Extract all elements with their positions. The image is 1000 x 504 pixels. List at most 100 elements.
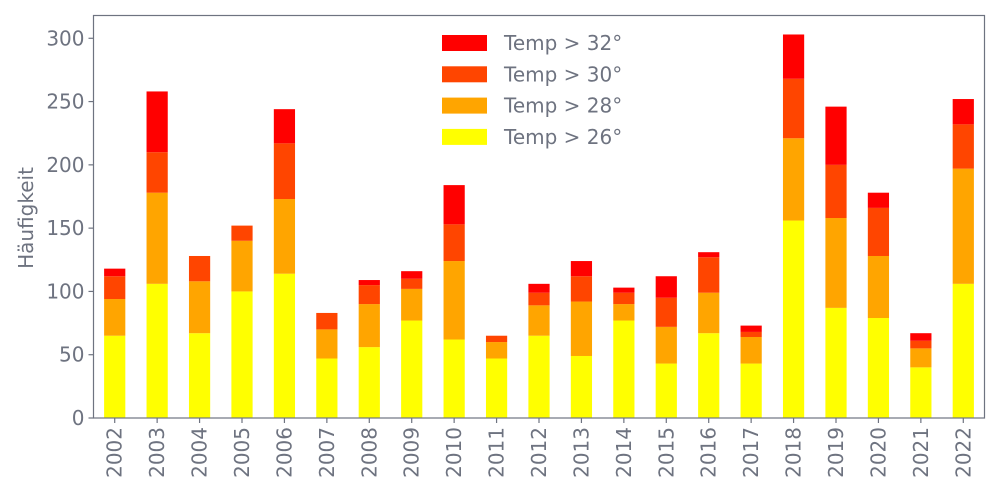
x-tick-label: 2006 [272, 427, 296, 478]
legend-label: Temp > 28° [503, 94, 622, 118]
bar-2014-series-0 [613, 320, 635, 418]
bar-2021-series-1 [910, 348, 932, 368]
bar-2012-series-2 [528, 292, 550, 306]
legend: Temp > 32° Temp > 30° Temp > 28° Temp > 26° [442, 31, 622, 149]
bar-2010-series-2 [443, 224, 465, 262]
bar-2012-series-3 [528, 283, 550, 293]
bar-2010-series-3 [443, 185, 465, 225]
bar-2021-series-2 [910, 340, 932, 349]
bar-2014-series-2 [613, 292, 635, 305]
bar-2012-series-0 [528, 335, 550, 418]
bar-2013-series-1 [570, 301, 593, 356]
x-tick-label: 2018 [782, 427, 806, 478]
legend-swatch [442, 128, 487, 145]
legend-label: Temp > 32° [503, 31, 622, 55]
bar-2005-series-1 [231, 240, 253, 292]
bar-2004-series-2 [188, 255, 211, 282]
bar-2003-series-0 [146, 283, 168, 418]
legend-swatch [442, 66, 487, 83]
bar-2019-series-3 [825, 106, 847, 165]
y-tick-label: 250 [46, 90, 84, 114]
bar-2004-series-0 [188, 333, 211, 418]
x-tick-label: 2008 [357, 427, 381, 478]
bar-2015-series-2 [655, 297, 677, 327]
x-axis: 2002 2003 2004 2005 2006 2007 2008 2009 2010 2011… [103, 418, 975, 478]
legend-label: Temp > 30° [503, 62, 622, 86]
y-axis: 0 50 100 150 200 250 300 [46, 26, 94, 430]
legend-swatch [442, 35, 487, 51]
bar-2014-series-1 [613, 304, 635, 321]
bar-2016-series-1 [698, 292, 720, 334]
bar-2012-series-1 [528, 305, 550, 336]
x-tick-label: 2002 [103, 427, 127, 478]
bar-2019-series-0 [825, 307, 847, 418]
bar-2019-series-1 [825, 218, 847, 308]
bar-2021-series-3 [910, 333, 932, 341]
x-tick-label: 2021 [909, 427, 933, 478]
bar-2020-series-1 [867, 255, 890, 319]
x-tick-label: 2009 [400, 427, 424, 478]
y-tick-label: 50 [59, 343, 84, 367]
x-tick-label: 2012 [527, 427, 551, 478]
y-tick-label: 0 [72, 406, 85, 430]
bar-2006-series-3 [273, 109, 296, 144]
bar-2006-series-0 [273, 273, 296, 418]
bar-2002-series-3 [104, 268, 126, 277]
bar-2020-series-2 [867, 207, 890, 256]
bar-2015-series-0 [655, 363, 677, 418]
x-tick-label: 2011 [485, 427, 509, 478]
bar-2009-series-0 [401, 320, 423, 418]
bar-2017-series-2 [740, 331, 762, 337]
bar-2016-series-2 [698, 257, 720, 293]
bar-2018-series-0 [782, 220, 805, 418]
bar-2008-series-3 [358, 280, 380, 286]
bar-2015-series-3 [655, 276, 677, 298]
x-tick-label: 2005 [230, 427, 254, 478]
x-tick-label: 2014 [612, 427, 636, 478]
bar-2009-series-3 [401, 271, 423, 279]
bar-2006-series-2 [273, 143, 296, 200]
x-tick-label: 2004 [188, 427, 212, 478]
bar-2018-series-3 [782, 34, 805, 79]
x-tick-label: 2007 [315, 427, 339, 478]
y-tick-label: 200 [46, 153, 84, 177]
bar-2008-series-2 [358, 285, 380, 305]
y-tick-label: 150 [46, 216, 84, 240]
legend-label: Temp > 26° [503, 125, 622, 149]
bar-2006-series-1 [273, 199, 296, 274]
x-tick-label: 2013 [569, 427, 593, 478]
bar-2009-series-1 [401, 288, 423, 321]
bar-2010-series-0 [443, 339, 465, 418]
x-tick-label: 2020 [866, 427, 890, 478]
bar-2022-series-2 [952, 124, 974, 169]
bar-2007-series-1 [316, 329, 338, 359]
y-axis-label: Häufigkeit [14, 167, 38, 269]
bar-2014-series-3 [613, 287, 635, 293]
bars-group [104, 34, 974, 418]
bar-2020-series-3 [867, 192, 890, 208]
bar-2022-series-0 [952, 283, 974, 418]
bar-2017-series-3 [740, 325, 762, 332]
bar-2002-series-0 [104, 335, 126, 418]
bar-2017-series-1 [740, 336, 762, 364]
bar-2013-series-3 [570, 261, 593, 277]
bar-2013-series-0 [570, 355, 593, 418]
bar-2003-series-1 [146, 192, 168, 284]
x-tick-label: 2003 [145, 427, 169, 478]
bar-2003-series-3 [146, 91, 168, 153]
bar-2018-series-1 [782, 138, 805, 221]
x-tick-label: 2016 [697, 427, 721, 478]
bar-2002-series-2 [104, 276, 126, 300]
x-tick-label: 2019 [824, 427, 848, 478]
x-tick-label: 2015 [654, 427, 678, 478]
bar-2021-series-0 [910, 367, 932, 418]
bar-2004-series-1 [188, 281, 211, 334]
bar-2020-series-0 [867, 318, 890, 418]
x-tick-label: 2010 [442, 427, 466, 478]
bar-2003-series-2 [146, 152, 168, 193]
bar-2011-series-0 [485, 358, 508, 418]
bar-2002-series-1 [104, 299, 126, 336]
bar-2013-series-2 [570, 276, 593, 302]
bar-2007-series-2 [316, 312, 338, 330]
